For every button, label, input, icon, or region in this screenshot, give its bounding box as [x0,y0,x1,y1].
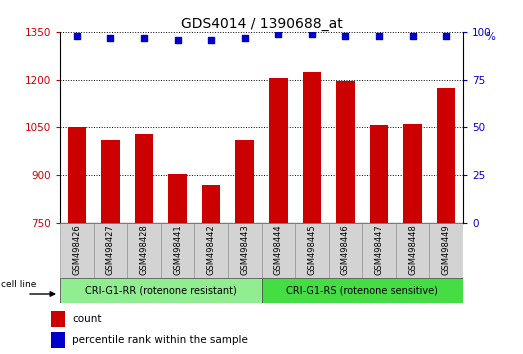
Text: %: % [485,32,495,42]
Bar [168,174,187,223]
Bar [202,185,220,223]
Text: GSM498441: GSM498441 [173,224,182,275]
Point [274,31,282,36]
Bar [135,134,153,223]
Text: GSM498427: GSM498427 [106,224,115,275]
Text: CRI-G1-RS (rotenone sensitive): CRI-G1-RS (rotenone sensitive) [286,285,438,295]
Bar [403,124,422,223]
Text: GSM498444: GSM498444 [274,224,283,275]
Point [308,31,316,36]
Bar [336,81,355,223]
Bar [429,223,463,278]
Title: GDS4014 / 1390688_at: GDS4014 / 1390688_at [180,17,343,31]
Point [174,37,182,42]
Text: GSM498449: GSM498449 [441,224,451,275]
Bar [269,78,288,223]
Point [442,33,450,39]
Bar [101,140,120,223]
Text: GSM498447: GSM498447 [374,224,383,275]
Text: cell line: cell line [1,280,37,289]
Bar [195,223,228,278]
Text: GSM498428: GSM498428 [140,224,149,275]
Bar [370,125,388,223]
Text: CRI-G1-RR (rotenone resistant): CRI-G1-RR (rotenone resistant) [85,285,237,295]
Bar [262,223,295,278]
Point [341,33,349,39]
Bar [437,88,456,223]
Bar [51,332,65,348]
Point [73,33,81,39]
Text: GSM498446: GSM498446 [341,224,350,275]
Text: GSM498442: GSM498442 [207,224,215,275]
Point [140,35,148,40]
Bar [60,278,262,303]
Point [207,37,215,42]
Text: GSM498445: GSM498445 [308,224,316,275]
Bar [362,223,396,278]
Bar [303,72,321,223]
Text: GSM498443: GSM498443 [240,224,249,275]
Bar [235,140,254,223]
Bar [396,223,429,278]
Bar [328,223,362,278]
Bar [228,223,262,278]
Text: GSM498448: GSM498448 [408,224,417,275]
Point [408,33,417,39]
Bar [60,223,94,278]
Text: count: count [72,314,101,324]
Bar [67,127,86,223]
Bar [262,278,463,303]
Bar [127,223,161,278]
Point [241,35,249,40]
Text: percentile rank within the sample: percentile rank within the sample [72,336,248,346]
Bar [94,223,127,278]
Bar [51,311,65,327]
Bar [295,223,328,278]
Point [375,33,383,39]
Text: GSM498426: GSM498426 [72,224,82,275]
Point [106,35,115,40]
Bar [161,223,195,278]
